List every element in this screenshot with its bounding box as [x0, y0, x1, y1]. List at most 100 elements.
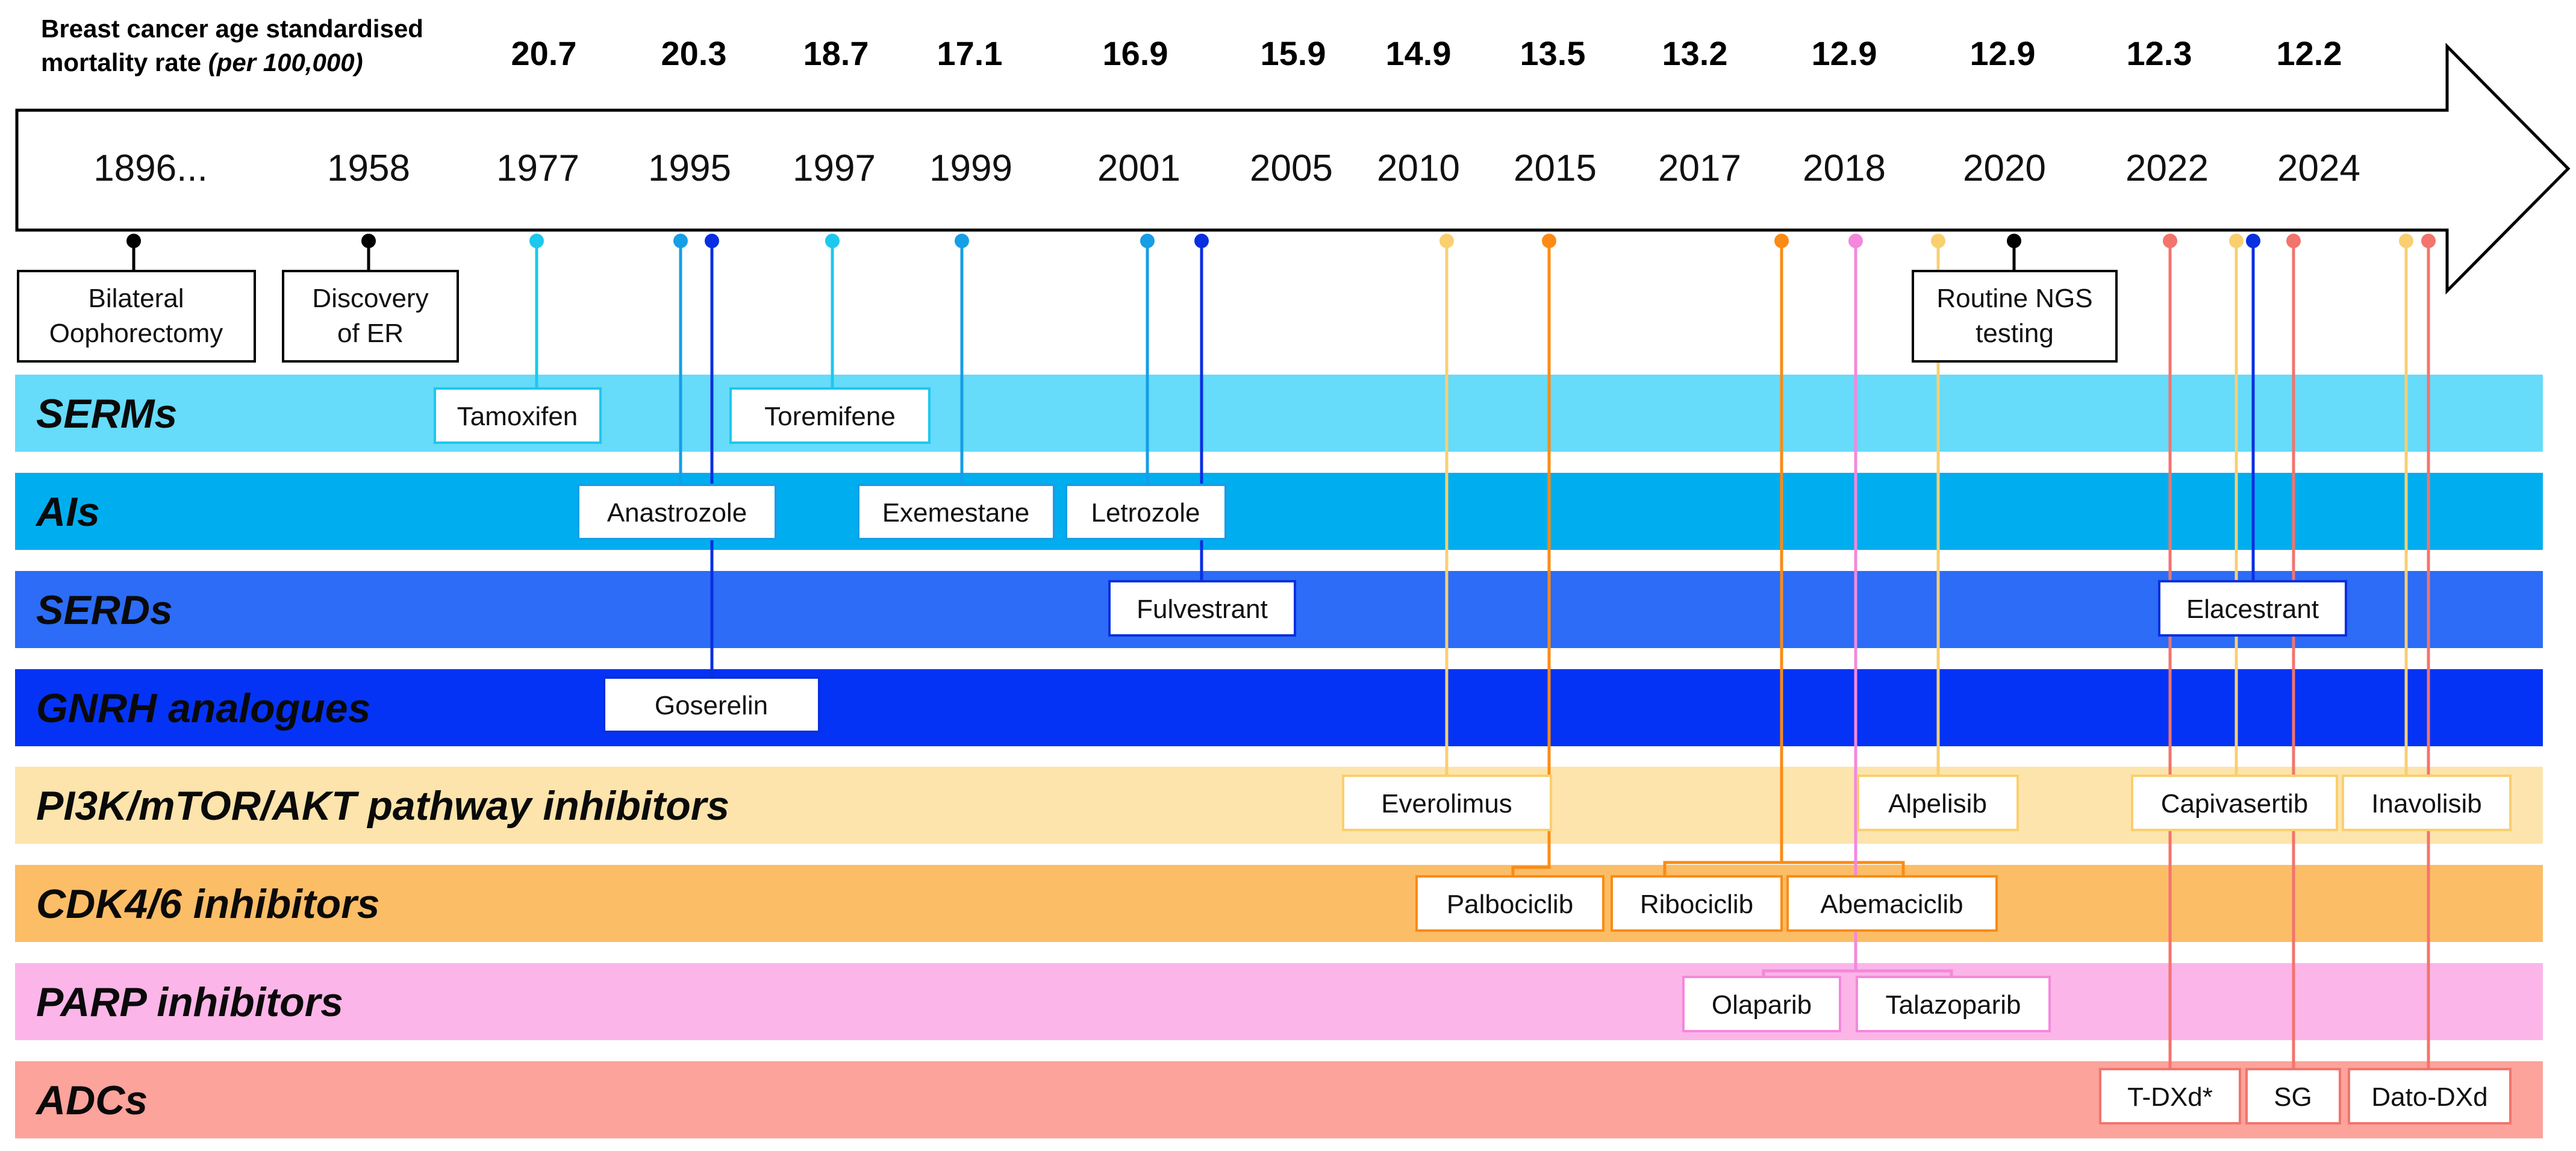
drug-label-alpelisib: Alpelisib — [1888, 789, 1987, 819]
drug-dot — [529, 234, 544, 248]
drug-label-sg: SG — [2274, 1082, 2312, 1112]
category-label-cdk: CDK4/6 inhibitors — [36, 881, 380, 927]
year-label: 2024 — [2277, 148, 2360, 189]
drug-box-sg — [2245, 1068, 2341, 1124]
drug-label-inavolisib: Inavolisib — [2371, 789, 2481, 819]
milestone-box — [17, 270, 256, 363]
category-label-serms: SERMs — [36, 391, 177, 437]
year-label: 2015 — [1514, 148, 1597, 189]
year-label: 1977 — [496, 148, 579, 189]
timeline-arrow — [15, 42, 2571, 295]
band-ais — [15, 473, 2543, 550]
drug-dot — [2229, 234, 2244, 248]
drug-label-letrozole: Letrozole — [1091, 498, 1200, 528]
drug-dot — [955, 234, 969, 248]
drug-box-anastrozole — [577, 484, 777, 540]
drug-label-olaparib: Olaparib — [1712, 990, 1812, 1020]
drug-box-palbociclib — [1415, 875, 1605, 932]
year-label: 1999 — [929, 148, 1012, 189]
drug-box-fulvestrant — [1108, 580, 1296, 637]
milestone-text: testing — [1976, 319, 2054, 348]
drug-dot — [2163, 234, 2177, 248]
drug-dot — [1439, 234, 1454, 248]
milestone-text: Oophorectomy — [49, 319, 223, 348]
drug-label-exemestane: Exemestane — [882, 498, 1030, 528]
mortality-rate: 14.9 — [1386, 34, 1452, 72]
drug-label-everolimus: Everolimus — [1381, 789, 1512, 819]
category-label-serds: SERDs — [36, 587, 173, 633]
mortality-rate: 20.3 — [661, 34, 727, 72]
mortality-rate: 20.7 — [511, 34, 577, 72]
drug-label-palbociclib: Palbociclib — [1447, 890, 1573, 919]
mortality-rate: 12.9 — [1812, 34, 1877, 72]
category-label-gnrh: GNRH analogues — [36, 685, 370, 731]
drug-box-talazoparib — [1856, 976, 2051, 1032]
drug-box-elacestrant — [2158, 580, 2347, 637]
year-label: 1995 — [648, 148, 731, 189]
drug-dot — [1194, 234, 1209, 248]
mortality-rate: 12.9 — [1970, 34, 2036, 72]
drug-label-tamoxifen: Tamoxifen — [457, 402, 578, 431]
mortality-rate: 17.1 — [937, 34, 1003, 72]
year-label: 2010 — [1377, 148, 1460, 189]
drug-box-ribociclib — [1611, 875, 1783, 932]
drug-box-exemestane — [857, 484, 1055, 540]
drug-dot — [2421, 234, 2436, 248]
milestone-text: Bilateral — [89, 284, 184, 313]
mortality-rate: 16.9 — [1103, 34, 1168, 72]
drug-box-letrozole — [1065, 484, 1227, 540]
drug-label-toremifene: Toremifene — [764, 402, 896, 431]
drug-box-tamoxifen — [434, 387, 602, 444]
milestone-dot — [361, 234, 376, 248]
drug-label-ribociclib: Ribociclib — [1640, 890, 1753, 919]
year-label: 1997 — [793, 148, 876, 189]
year-label: 2005 — [1250, 148, 1333, 189]
drug-dot — [705, 234, 719, 248]
drug-box-alpelisib — [1857, 775, 2019, 831]
mortality-label-italic: (per 100,000) — [208, 48, 363, 76]
connector-ribociclib-abemaciclib — [1663, 241, 1905, 881]
drug-box-everolimus — [1342, 775, 1552, 831]
mortality-label-line2: mortality rate (per 100,000) — [41, 48, 363, 76]
drug-label-elacestrant: Elacestrant — [2186, 594, 2319, 624]
band-gnrh — [15, 669, 2543, 746]
connector-palbociclib — [1511, 241, 1551, 881]
mortality-rate: 18.7 — [803, 34, 869, 72]
milestone-text: Routine NGS — [1936, 284, 2092, 313]
band-cdk — [15, 865, 2543, 942]
mortality-rate: 12.3 — [2127, 34, 2192, 72]
year-label: 1896... — [93, 148, 208, 189]
year-label: 1958 — [327, 148, 410, 189]
milestone-box — [282, 270, 459, 363]
drug-dot — [1140, 234, 1155, 248]
drug-label-datodxd: Dato-DXd — [2371, 1082, 2487, 1112]
drug-label-tdxd: T-DXd* — [2127, 1082, 2213, 1112]
drug-dot — [2399, 234, 2413, 248]
band-serms — [15, 375, 2543, 452]
band-parp — [15, 963, 2543, 1040]
drug-dot — [2246, 234, 2260, 248]
drug-label-capivasertib: Capivasertib — [2161, 789, 2309, 819]
milestone-text: Discovery — [312, 284, 428, 313]
drug-label-talazoparib: Talazoparib — [1885, 990, 2021, 1020]
drug-dot — [1774, 234, 1789, 248]
mortality-rate: 12.2 — [2277, 34, 2342, 72]
drug-box-abemaciclib — [1786, 875, 1998, 932]
category-label-ais: AIs — [35, 489, 100, 535]
mortality-rate: 13.2 — [1662, 34, 1728, 72]
mortality-label-plain: mortality rate — [41, 48, 208, 76]
band-pi3k — [15, 767, 2543, 844]
drug-box-toremifene — [729, 387, 931, 444]
mortality-rate: 13.5 — [1520, 34, 1586, 72]
drug-dot — [1931, 234, 1945, 248]
drug-dot — [673, 234, 688, 248]
category-label-adcs: ADCs — [35, 1078, 148, 1123]
drug-box-capivasertib — [2131, 775, 2338, 831]
drug-dot — [1542, 234, 1556, 248]
drug-box-inavolisib — [2342, 775, 2512, 831]
milestone-dot — [2007, 234, 2021, 248]
drug-box-tdxd — [2099, 1068, 2241, 1124]
category-label-parp: PARP inhibitors — [36, 979, 343, 1025]
year-label: 2020 — [1963, 148, 2046, 189]
